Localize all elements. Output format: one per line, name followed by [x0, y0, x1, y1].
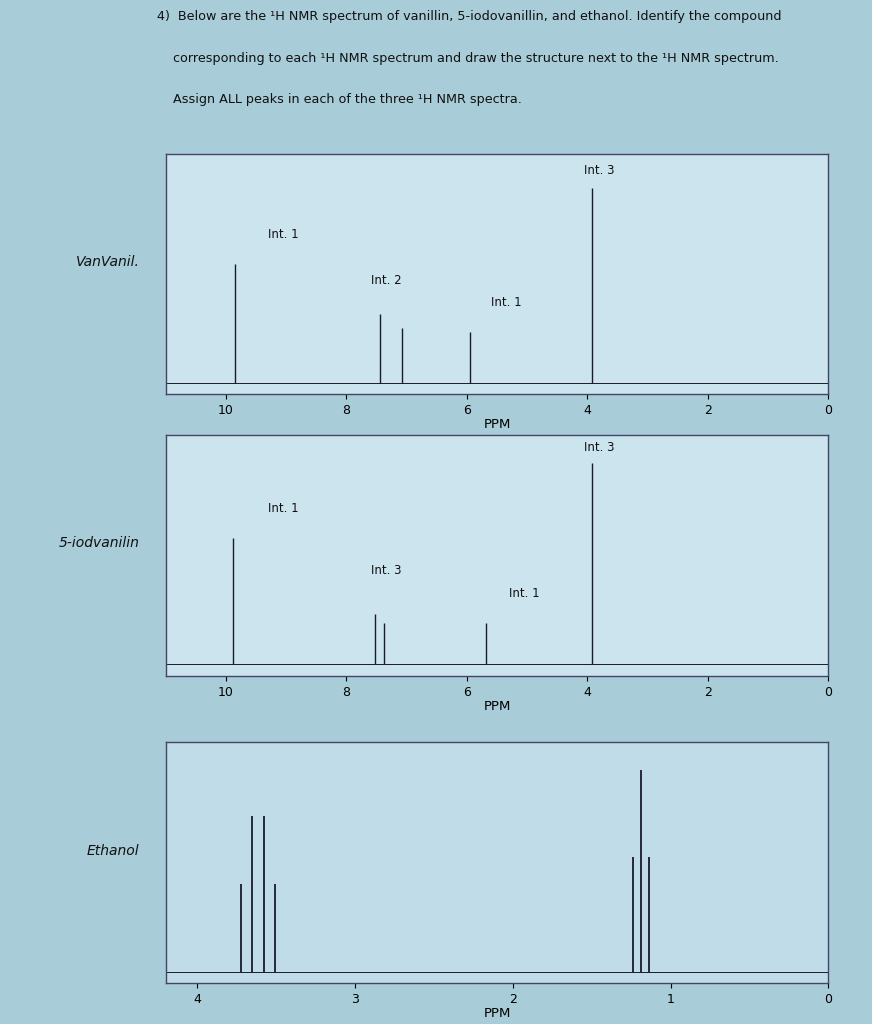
Text: Int. 3: Int. 3: [371, 564, 401, 578]
Text: Int. 1: Int. 1: [268, 503, 299, 515]
X-axis label: PPM: PPM: [483, 419, 511, 431]
Text: Ethanol: Ethanol: [87, 844, 140, 858]
Text: 5-iodvanilin: 5-iodvanilin: [58, 537, 140, 551]
Text: Assign ALL peaks in each of the three ¹H NMR spectra.: Assign ALL peaks in each of the three ¹H…: [157, 93, 521, 106]
Text: Int. 3: Int. 3: [584, 440, 615, 454]
Text: Int. 1: Int. 1: [491, 296, 521, 309]
Text: VanVanil.: VanVanil.: [76, 255, 140, 269]
X-axis label: PPM: PPM: [483, 700, 511, 713]
Text: Int. 1: Int. 1: [509, 587, 540, 600]
Text: 4)  Below are the ¹H NMR spectrum of vanillin, 5-iodovanillin, and ethanol. Iden: 4) Below are the ¹H NMR spectrum of vani…: [157, 10, 781, 23]
X-axis label: PPM: PPM: [483, 1008, 511, 1020]
Text: corresponding to each ¹H NMR spectrum and draw the structure next to the ¹H NMR : corresponding to each ¹H NMR spectrum an…: [157, 51, 779, 65]
Text: Int. 2: Int. 2: [371, 273, 401, 287]
Text: Int. 3: Int. 3: [584, 164, 615, 176]
Text: Int. 1: Int. 1: [268, 227, 299, 241]
